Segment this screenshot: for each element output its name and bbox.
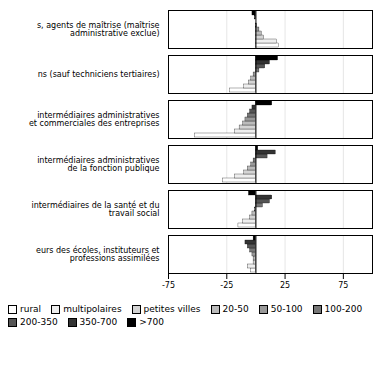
html-text:multipolaires: multipolaires [63, 304, 122, 314]
svg-text:75: 75 [338, 281, 348, 290]
html-text:>700: >700 [139, 317, 164, 327]
svg-text:eurs des écoles, instituteurs: eurs des écoles, instituteurs et profess… [36, 245, 160, 263]
svg-text:s, agents de maîtrise (maîtris: s, agents de maîtrise (maîtriseadministr… [37, 21, 160, 38]
html-text:50-100: 50-100 [270, 304, 303, 314]
svg-text:intermédiaires administratives: intermédiaires administrativesde la fonc… [37, 155, 159, 173]
html-text:100-200: 100-200 [324, 304, 363, 314]
svg-text:-25: -25 [220, 281, 233, 290]
html-text:rural: rural [20, 304, 42, 314]
html-text:200-350: 200-350 [20, 317, 58, 327]
svg-text:ns (sauf techniciens tertiaire: ns (sauf techniciens tertiaires) [38, 70, 160, 79]
html-text:20-50: 20-50 [222, 304, 249, 314]
html-text:350-700: 350-700 [79, 317, 118, 327]
svg-text:25: 25 [280, 281, 290, 290]
html-text:petites villes: petites villes [143, 304, 201, 314]
svg-text:intermédiaires administratives: intermédiaires administrativeset commerc… [29, 110, 160, 128]
svg-text:intermédiaires de la santé et: intermédiaires de la santé et du travail… [31, 200, 159, 218]
svg-text:-75: -75 [162, 281, 175, 290]
